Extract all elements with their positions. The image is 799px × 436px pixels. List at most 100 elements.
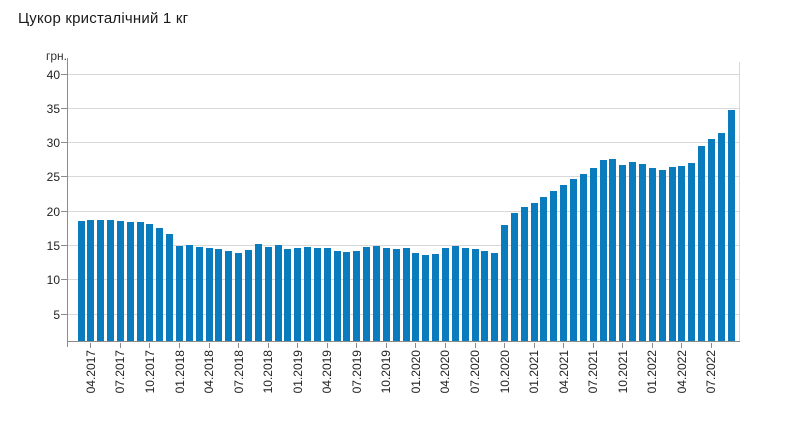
bar[interactable] [205, 247, 213, 341]
x-axis-label: 07.2022 [704, 350, 719, 394]
x-axis-label: 04.2017 [83, 350, 98, 394]
bar[interactable] [244, 249, 252, 341]
bar[interactable] [451, 245, 459, 341]
bar[interactable] [471, 249, 479, 341]
bar[interactable] [717, 133, 725, 341]
bar[interactable] [264, 247, 272, 341]
y-axis-tick [61, 313, 67, 315]
bar[interactable] [629, 162, 637, 341]
bar[interactable] [481, 250, 489, 341]
x-axis-tick [533, 343, 535, 348]
x-axis-tick [592, 343, 594, 348]
bar[interactable] [166, 234, 174, 341]
bar[interactable] [501, 225, 509, 341]
y-axis-label: 30 [46, 136, 60, 151]
bar[interactable] [136, 222, 144, 341]
bar[interactable] [333, 250, 341, 341]
x-axis-label: 04.2018 [202, 350, 217, 394]
y-axis-tick [61, 245, 67, 247]
bar[interactable] [658, 169, 666, 341]
bar[interactable] [589, 168, 597, 341]
bar[interactable] [668, 166, 676, 341]
bar[interactable] [77, 221, 85, 341]
bar[interactable] [599, 159, 607, 341]
bar[interactable] [363, 247, 371, 341]
bar[interactable] [382, 247, 390, 341]
bar[interactable] [313, 247, 321, 341]
bar[interactable] [412, 252, 420, 341]
x-axis-label: 04.2019 [320, 350, 335, 394]
bar[interactable] [707, 139, 715, 341]
bar[interactable] [461, 247, 469, 341]
bar[interactable] [294, 247, 302, 341]
bar[interactable] [323, 248, 331, 341]
bar[interactable] [609, 158, 617, 341]
x-axis-label: 04.2021 [556, 350, 571, 394]
bar[interactable] [550, 190, 558, 341]
bar[interactable] [520, 207, 528, 341]
bar[interactable] [185, 245, 193, 341]
bar[interactable] [97, 219, 105, 341]
bar[interactable] [304, 247, 312, 341]
y-axis-label: 40 [46, 67, 60, 82]
x-axis-label: 10.2017 [142, 350, 157, 394]
bar[interactable] [353, 250, 361, 341]
bar[interactable] [619, 165, 627, 341]
x-axis-tick [119, 343, 121, 348]
x-axis-tick [710, 343, 712, 348]
bar[interactable] [638, 164, 646, 341]
bar[interactable] [510, 212, 518, 341]
x-axis-tick [149, 343, 151, 348]
bar[interactable] [146, 224, 154, 341]
bar[interactable] [402, 248, 410, 341]
x-axis-line [67, 341, 740, 342]
x-axis-label: 07.2021 [586, 350, 601, 394]
bar[interactable] [678, 166, 686, 341]
bar[interactable] [698, 145, 706, 341]
bar[interactable] [540, 197, 548, 341]
bar[interactable] [560, 184, 568, 341]
bar[interactable] [530, 202, 538, 341]
y-axis-tick [61, 73, 67, 75]
y-axis-line [67, 58, 68, 347]
x-axis-label: 01.2021 [527, 350, 542, 394]
x-axis-label: 10.2018 [261, 350, 276, 394]
bar[interactable] [156, 227, 164, 341]
bar[interactable] [107, 220, 115, 341]
bar[interactable] [215, 249, 223, 341]
bar[interactable] [225, 250, 233, 341]
bar[interactable] [195, 247, 203, 341]
bar[interactable] [441, 247, 449, 341]
bar[interactable] [116, 221, 124, 341]
x-axis-label: 01.2020 [408, 350, 423, 394]
x-axis-tick [474, 343, 476, 348]
gridline [68, 210, 740, 212]
bar[interactable] [373, 245, 380, 341]
x-axis-label: 07.2020 [468, 350, 482, 394]
bar[interactable] [727, 109, 735, 341]
bar[interactable] [688, 162, 696, 341]
x-axis-tick [681, 343, 683, 348]
x-axis-tick [90, 343, 92, 348]
bar[interactable] [235, 252, 243, 341]
x-axis-tick [238, 343, 240, 348]
bar[interactable] [570, 179, 577, 341]
y-axis-label: 35 [46, 101, 60, 116]
bar[interactable] [422, 255, 430, 341]
bar[interactable] [274, 245, 282, 341]
bar[interactable] [343, 251, 351, 341]
y-axis-unit-label: грн. [46, 49, 68, 63]
bar[interactable] [87, 220, 95, 341]
bar[interactable] [648, 167, 656, 341]
y-axis-label: 10 [46, 273, 60, 288]
bar[interactable] [284, 249, 292, 341]
bar[interactable] [579, 174, 587, 341]
bar[interactable] [392, 249, 400, 341]
bar[interactable] [126, 221, 134, 341]
bar[interactable] [491, 253, 499, 341]
bar[interactable] [176, 246, 183, 341]
bar[interactable] [254, 244, 262, 341]
y-axis-tick [61, 107, 67, 109]
bar[interactable] [432, 253, 440, 341]
y-axis-tick [61, 210, 67, 212]
